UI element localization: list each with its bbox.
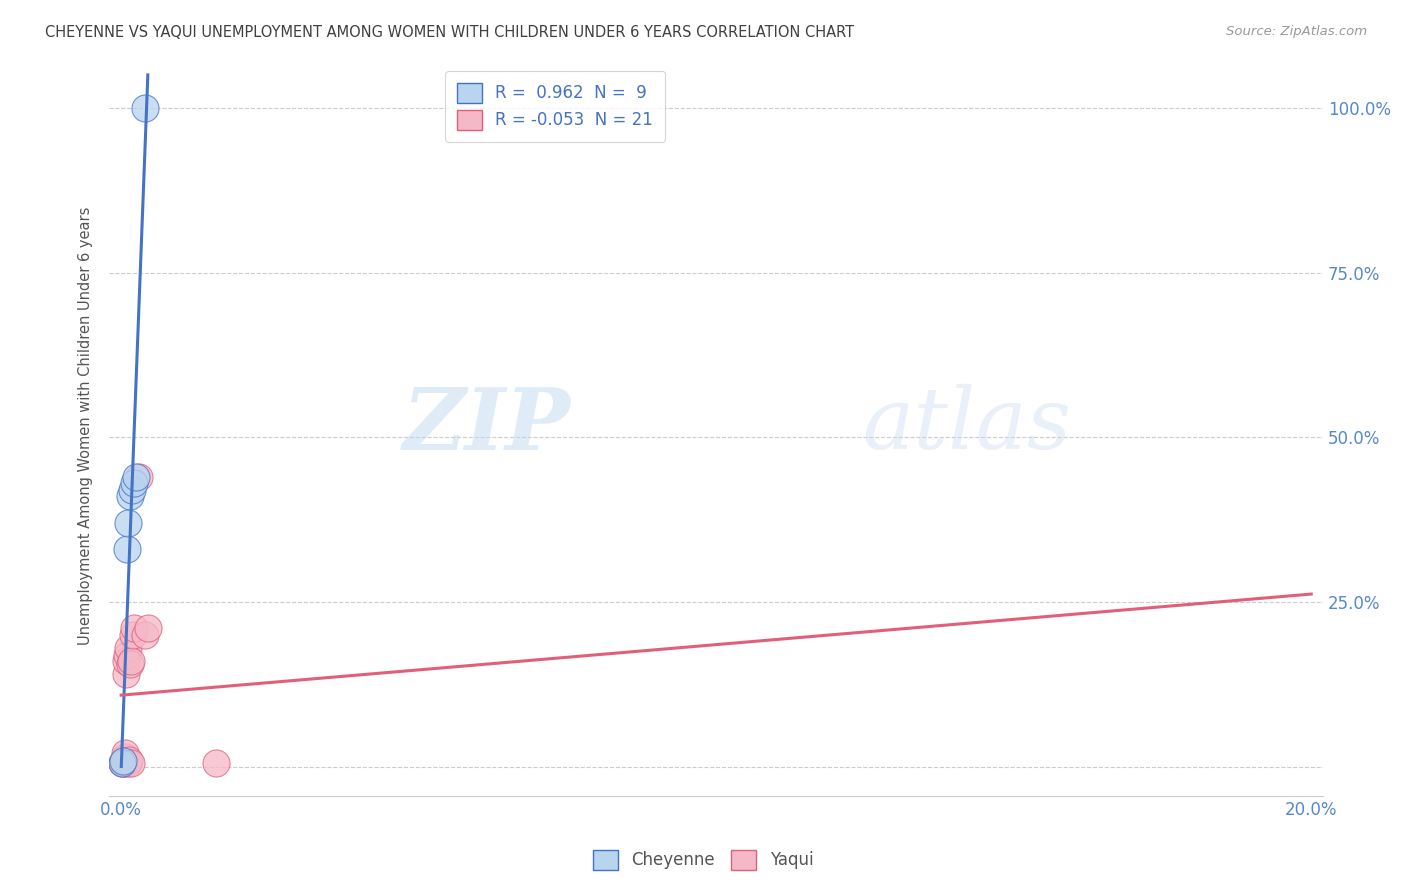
- Text: CHEYENNE VS YAQUI UNEMPLOYMENT AMONG WOMEN WITH CHILDREN UNDER 6 YEARS CORRELATI: CHEYENNE VS YAQUI UNEMPLOYMENT AMONG WOM…: [45, 25, 853, 40]
- Point: [115, 667, 138, 681]
- Point: [117, 640, 139, 655]
- Point: [128, 469, 150, 483]
- Point: [115, 648, 138, 662]
- Point: [122, 476, 145, 491]
- Point: [114, 749, 136, 764]
- Text: Source: ZipAtlas.com: Source: ZipAtlas.com: [1226, 25, 1367, 38]
- Text: atlas: atlas: [862, 384, 1071, 467]
- Point: [118, 753, 141, 767]
- Point: [111, 754, 134, 768]
- Text: ZIP: ZIP: [402, 384, 571, 467]
- Point: [117, 756, 139, 771]
- Point: [120, 657, 142, 672]
- Point: [111, 756, 134, 771]
- Point: [115, 542, 138, 557]
- Point: [122, 628, 145, 642]
- Point: [136, 621, 159, 635]
- Legend: R =  0.962  N =  9, R = -0.053  N = 21: R = 0.962 N = 9, R = -0.053 N = 21: [446, 70, 665, 142]
- Point: [112, 756, 135, 771]
- Legend: Cheyenne, Yaqui: Cheyenne, Yaqui: [586, 843, 820, 877]
- Point: [120, 490, 142, 504]
- Point: [121, 483, 143, 497]
- Point: [115, 654, 138, 668]
- Point: [111, 756, 134, 771]
- Point: [125, 469, 148, 483]
- Point: [111, 756, 134, 771]
- Point: [134, 101, 156, 115]
- Point: [117, 516, 139, 530]
- Point: [114, 747, 136, 761]
- Point: [120, 654, 142, 668]
- Y-axis label: Unemployment Among Women with Children Under 6 years: Unemployment Among Women with Children U…: [79, 206, 93, 645]
- Point: [112, 753, 135, 767]
- Point: [122, 621, 145, 635]
- Point: [134, 628, 156, 642]
- Point: [205, 756, 228, 771]
- Point: [120, 756, 142, 771]
